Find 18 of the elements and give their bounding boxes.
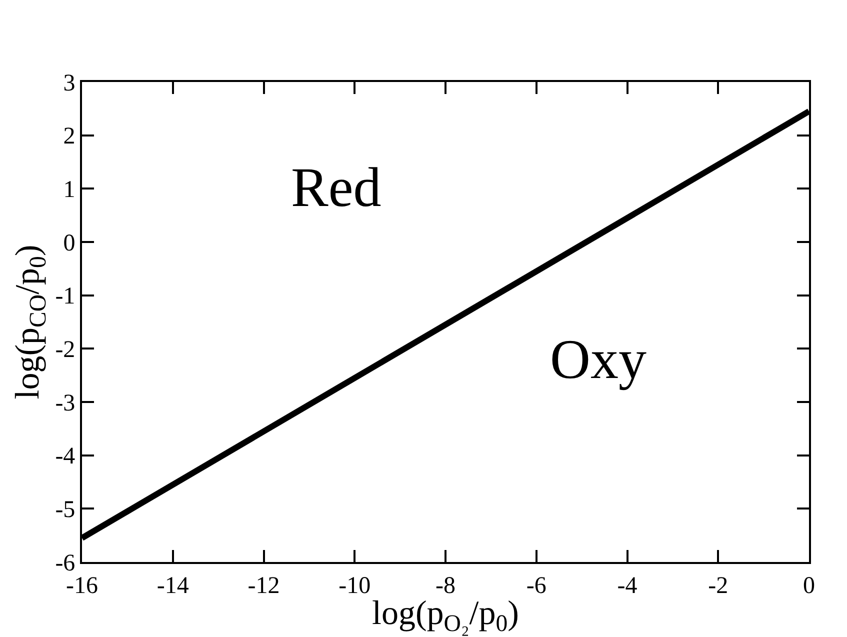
y-tick-label: 3	[63, 70, 76, 96]
annotation: Oxy	[550, 329, 646, 391]
y-tick-label: -3	[55, 390, 76, 416]
x-tick-label: 0	[803, 572, 815, 599]
y-tick-label: -5	[55, 497, 76, 524]
y-tick-label: -4	[55, 444, 76, 470]
x-tick-label: -14	[156, 572, 189, 599]
y-tick-label: 0	[63, 230, 76, 256]
y-tick-label: -1	[55, 284, 76, 310]
x-tick-label: -10	[338, 572, 371, 599]
y-tick-label: 1	[63, 177, 76, 204]
x-tick-label: -4	[617, 572, 638, 599]
x-tick-label: -2	[708, 572, 728, 599]
x-tick-label: -6	[526, 572, 546, 599]
x-tick-label: -12	[248, 572, 280, 599]
annotation: Red	[291, 157, 382, 219]
y-tick-label: -2	[55, 337, 76, 364]
y-tick-label: 2	[63, 124, 76, 150]
